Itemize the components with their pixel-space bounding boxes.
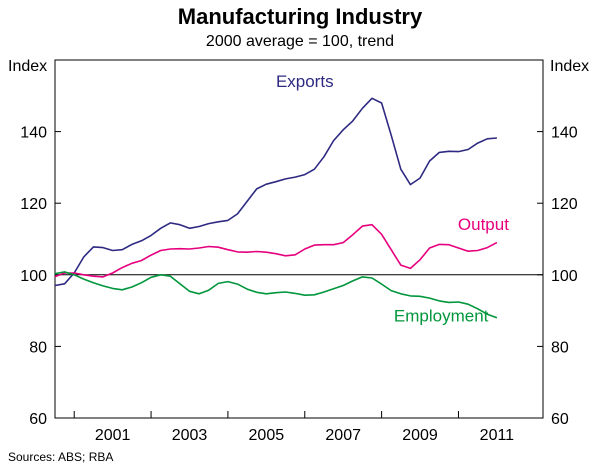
x-tick-label: 2003 — [172, 427, 208, 444]
series-label-output: Output — [458, 215, 509, 234]
series-label-exports: Exports — [276, 72, 334, 91]
left-axis-unit: Index — [8, 58, 48, 75]
y-tick-label-left: 80 — [29, 339, 47, 356]
series-layer — [54, 97, 498, 319]
y-tick-label-right: 100 — [551, 268, 578, 285]
x-tick-label: 2011 — [480, 427, 515, 444]
y-tick-label-left: 120 — [20, 196, 47, 213]
source-note: Sources: ABS; RBA — [8, 450, 114, 464]
y-tick-label-right: 120 — [551, 196, 578, 213]
x-tick-label: 2001 — [95, 427, 131, 444]
series-label-employment: Employment — [394, 306, 489, 325]
plot-frame — [54, 59, 544, 419]
y-tick-label-right: 140 — [551, 125, 578, 142]
axes-layer: 60 60 80 80 100 100 120 120 140 140 2001 2003 2005 20… — [20, 59, 578, 444]
x-tick-label: 2005 — [249, 427, 285, 444]
series-line-output — [54, 223, 498, 278]
y-tick-label-right: 80 — [551, 339, 569, 356]
chart-title: Manufacturing Industry — [177, 4, 423, 29]
y-tick-label-left: 140 — [20, 125, 47, 142]
x-tick-label: 2007 — [325, 427, 361, 444]
series-line-exports — [54, 97, 497, 287]
chart-subtitle: 2000 average = 100, trend — [205, 33, 395, 50]
y-tick-label-left: 100 — [20, 268, 47, 285]
x-tick-label: 2009 — [402, 427, 438, 444]
annotation-layer: Exports Output Employment — [276, 72, 509, 325]
y-tick-label-left: 60 — [29, 411, 47, 428]
series-line-employment — [54, 271, 498, 319]
y-tick-label-right: 60 — [551, 411, 569, 428]
right-axis-unit: Index — [550, 58, 590, 75]
